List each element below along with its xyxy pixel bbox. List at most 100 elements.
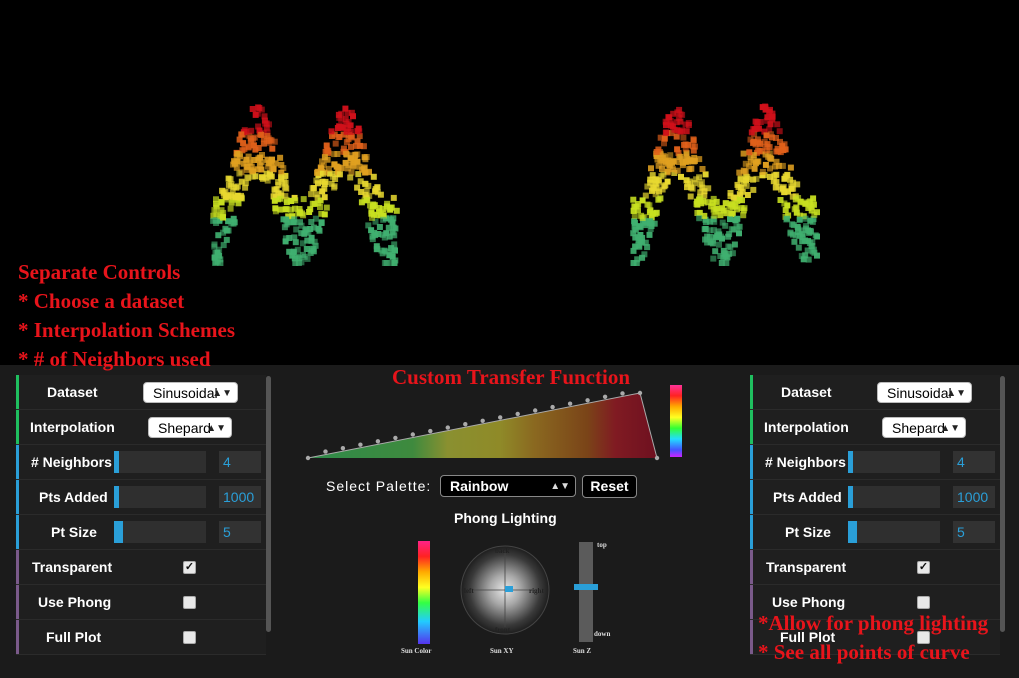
full-plot-checkbox[interactable] (183, 631, 196, 644)
data-point (789, 221, 796, 228)
neighbors-slider-fill (848, 451, 853, 473)
data-point (718, 260, 725, 266)
sun-z-handle[interactable] (574, 584, 598, 590)
data-point (784, 215, 790, 222)
left-panel-scrollbar[interactable] (266, 376, 271, 632)
sun-z-slider[interactable] (574, 542, 598, 642)
use-phong-checkbox[interactable] (183, 596, 196, 609)
pt-size-value[interactable]: 5 (219, 521, 261, 543)
transfer-control-point[interactable] (602, 394, 608, 399)
data-point (726, 205, 733, 211)
data-point (343, 150, 350, 157)
data-point (734, 206, 740, 213)
neighbors-value[interactable]: 4 (219, 451, 261, 473)
left-point-cloud-plot[interactable] (200, 95, 400, 270)
neighbors-slider[interactable] (848, 451, 940, 473)
annotation-transfer-function: Custom Transfer Function (392, 365, 631, 389)
reset-button[interactable]: Reset (582, 475, 637, 498)
transparent-checkbox[interactable]: ✓ (183, 561, 196, 574)
pt-size-value[interactable]: 5 (953, 521, 995, 543)
data-point (681, 141, 688, 148)
interpolation-select[interactable]: Shepard ▲▼ (148, 417, 232, 438)
pts-added-value[interactable]: 1000 (953, 486, 995, 508)
sun-color-picker[interactable] (418, 541, 432, 645)
data-point (701, 188, 708, 195)
transfer-control-point[interactable] (463, 422, 468, 427)
data-point (254, 110, 261, 117)
data-point (720, 247, 727, 254)
transfer-control-point[interactable] (620, 391, 625, 396)
transfer-control-point[interactable] (375, 439, 381, 444)
right-point-cloud-plot[interactable] (620, 95, 820, 270)
transfer-control-point[interactable] (498, 415, 503, 420)
data-point (673, 119, 680, 126)
dataset-label: Dataset (781, 384, 832, 400)
transfer-control-point[interactable] (340, 446, 346, 451)
interpolation-select[interactable]: Shepard ▲▼ (882, 417, 966, 438)
pts-added-slider[interactable] (114, 486, 206, 508)
data-point (655, 146, 662, 153)
annotation-phong: *Allow for phong lighting * See all poin… (758, 609, 988, 667)
neighbors-slider[interactable] (114, 451, 206, 473)
pt-size-slider[interactable] (114, 521, 206, 543)
data-point (262, 120, 269, 127)
data-point (376, 224, 383, 230)
transparent-checkbox[interactable]: ✓ (917, 561, 930, 574)
transfer-control-point[interactable] (515, 411, 520, 417)
transfer-control-point[interactable] (410, 432, 415, 437)
data-point (655, 162, 662, 169)
transfer-control-point[interactable] (550, 404, 555, 410)
sun-xy-handle[interactable] (505, 586, 513, 592)
data-point (808, 207, 815, 214)
phong-lighting-title: Phong Lighting (454, 510, 557, 526)
data-point (229, 188, 236, 194)
pts-added-value[interactable]: 1000 (219, 486, 261, 508)
dataset-select[interactable]: Sinusoidal ▲▼ (143, 382, 238, 403)
data-point (633, 203, 640, 210)
data-point (752, 160, 759, 167)
transfer-control-point[interactable] (533, 408, 538, 413)
transfer-function-control-points[interactable] (305, 390, 660, 461)
data-point (793, 209, 800, 216)
data-point (307, 250, 314, 256)
data-point (333, 163, 340, 170)
transfer-control-point[interactable] (654, 455, 660, 461)
pts-added-slider[interactable] (848, 486, 940, 508)
data-point (705, 199, 712, 206)
data-point (734, 215, 741, 222)
data-point (308, 237, 315, 244)
data-point (267, 171, 273, 178)
transfer-control-point[interactable] (480, 418, 485, 423)
transfer-control-point[interactable] (585, 398, 590, 403)
data-point (218, 207, 225, 214)
annotation-line: * # of Neighbors used (18, 347, 211, 371)
data-point (722, 200, 729, 207)
full-plot-checkbox[interactable] (917, 631, 930, 644)
data-point (811, 246, 817, 253)
transfer-control-point[interactable] (428, 428, 433, 434)
sun-xy-control[interactable] (460, 545, 550, 635)
select-arrows-icon: ▲▼ (940, 423, 960, 434)
transfer-control-point[interactable] (323, 449, 328, 454)
render-viewports[interactable] (0, 0, 1019, 365)
transfer-control-point[interactable] (393, 435, 398, 441)
transfer-control-point[interactable] (637, 390, 643, 396)
transfer-control-point[interactable] (567, 401, 573, 406)
data-point (317, 204, 323, 210)
transfer-control-point[interactable] (305, 455, 311, 461)
pt-size-slider[interactable] (848, 521, 940, 543)
transfer-function-editor[interactable] (300, 385, 690, 465)
data-point (809, 243, 816, 249)
data-point (235, 200, 242, 207)
right-panel-scrollbar[interactable] (1000, 376, 1005, 632)
palette-select[interactable]: Rainbow ▲▼ (440, 475, 576, 497)
data-point (380, 212, 387, 219)
use-phong-checkbox[interactable] (917, 596, 930, 609)
row-accent (16, 410, 19, 444)
transfer-control-point[interactable] (358, 442, 363, 447)
transfer-control-point[interactable] (445, 425, 450, 430)
data-point (780, 147, 787, 154)
neighbors-value[interactable]: 4 (953, 451, 995, 473)
data-point (353, 142, 360, 149)
dataset-select[interactable]: Sinusoidal ▲▼ (877, 382, 972, 403)
